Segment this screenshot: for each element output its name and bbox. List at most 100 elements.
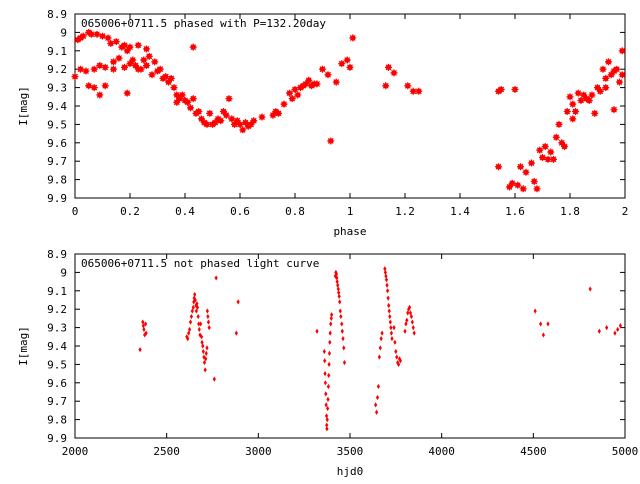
data-point-star <box>385 63 392 71</box>
data-point <box>207 325 211 331</box>
y-tick-label: 9.3 <box>47 322 67 335</box>
data-point-star <box>308 82 315 90</box>
data-point-star <box>129 56 137 64</box>
data-point-star <box>349 34 357 42</box>
y-tick-label: 9.9 <box>47 192 67 205</box>
data-point <box>328 339 332 345</box>
data-point <box>194 308 198 314</box>
data-point <box>383 269 387 275</box>
data-point-star <box>327 137 335 145</box>
data-point <box>234 330 238 336</box>
data-point-star <box>211 119 219 127</box>
data-point <box>389 330 394 336</box>
x-tick-label: 1 <box>347 205 354 218</box>
data-point <box>340 328 344 334</box>
y-tick-label: 9.5 <box>47 358 67 371</box>
data-point <box>335 279 339 285</box>
data-point <box>143 332 147 338</box>
x-tick-label: 1.8 <box>560 205 580 218</box>
data-point <box>327 361 331 367</box>
data-point-star <box>555 120 563 128</box>
data-point-star <box>247 120 255 128</box>
data-point <box>186 336 190 342</box>
y-tick-label: 9.8 <box>47 414 67 427</box>
data-point <box>396 361 401 367</box>
data-point-star <box>107 39 115 47</box>
data-point-star <box>613 65 621 73</box>
data-point <box>203 367 207 373</box>
data-point-star <box>167 74 175 82</box>
x-tick-label: 2000 <box>62 445 89 458</box>
data-point <box>192 299 196 305</box>
data-point <box>334 271 339 277</box>
data-point <box>377 354 381 360</box>
plot-frame <box>74 253 626 439</box>
data-point-star <box>291 85 299 93</box>
data-point-star <box>88 30 95 38</box>
data-point <box>396 359 400 366</box>
data-point <box>337 293 341 299</box>
data-point-star <box>151 58 159 66</box>
data-point-star <box>544 155 552 163</box>
data-point <box>138 347 142 353</box>
data-point-star <box>530 177 538 185</box>
y-tick-label: 9.3 <box>47 82 67 95</box>
data-point-star <box>101 82 109 90</box>
data-point-star <box>118 43 126 51</box>
data-point <box>388 319 392 325</box>
x-axis-label: hjd0 <box>337 465 364 478</box>
data-point-star <box>159 74 167 82</box>
data-point <box>398 358 403 364</box>
y-tick-label: 9.5 <box>47 118 67 131</box>
data-point <box>376 383 381 390</box>
x-tick-label: 3500 <box>337 445 364 458</box>
data-point-star <box>299 82 307 90</box>
data-point <box>403 328 407 334</box>
data-point-star <box>126 60 134 68</box>
y-tick-label: 8.9 <box>47 248 67 261</box>
data-point <box>395 354 399 360</box>
data-point-star <box>313 80 321 88</box>
data-point <box>541 332 546 338</box>
x-tick-label: 1.2 <box>395 205 415 218</box>
data-point-star <box>302 80 310 88</box>
data-point-star <box>140 56 148 64</box>
data-point <box>322 348 326 355</box>
data-point-star <box>495 163 502 171</box>
data-point-star <box>71 73 79 81</box>
y-tick-label: 9.7 <box>47 155 67 168</box>
data-point-star <box>541 142 549 150</box>
data-point-star <box>93 30 101 38</box>
data-point <box>185 334 189 340</box>
data-point-star <box>121 41 128 49</box>
data-point <box>407 306 411 312</box>
chart-1: 8.9 9 9.1 9.2 9.3 9.4 9.5 9.6 9.7 9.8 9.9 0 0.2 0.4 0.… <box>17 8 628 238</box>
data-point-star <box>596 87 604 95</box>
data-point-star <box>561 142 568 150</box>
data-point <box>387 302 391 309</box>
data-point-star <box>203 120 211 128</box>
data-point <box>404 321 408 327</box>
data-point-star <box>522 168 530 176</box>
data-point <box>605 325 609 331</box>
data-point-star <box>126 43 134 51</box>
data-point <box>205 345 209 351</box>
x-tick-label: 0 <box>72 205 79 218</box>
data-point-star <box>198 115 205 123</box>
data-point-star <box>574 89 582 97</box>
data-point <box>326 383 330 390</box>
data-point <box>336 282 340 288</box>
data-point <box>407 304 412 310</box>
y-tick-label: 9.6 <box>47 137 67 150</box>
data-point-star <box>569 100 577 108</box>
data-point-star <box>82 67 90 75</box>
data-point-star <box>132 62 139 70</box>
data-point-star <box>96 62 104 70</box>
data-point-star <box>550 155 557 163</box>
data-point <box>374 409 379 415</box>
data-point-star <box>209 120 216 128</box>
data-point <box>588 286 592 292</box>
data-point-star <box>599 65 607 73</box>
data-point-star <box>547 148 555 156</box>
chart-title: 065006+0711.5 phased with P=132.20day <box>81 17 326 30</box>
